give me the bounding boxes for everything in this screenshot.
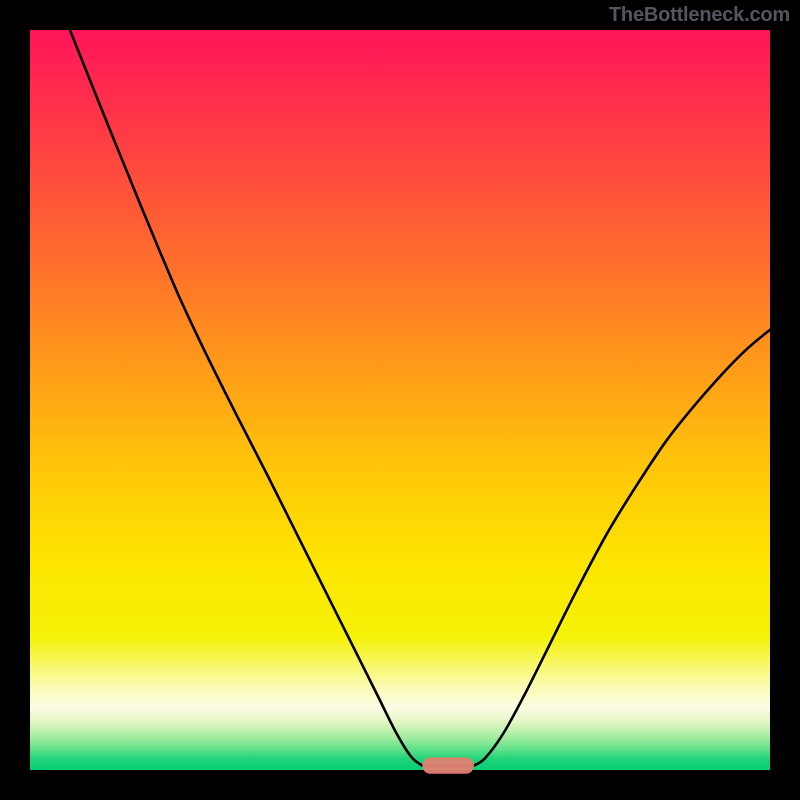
watermark-text: TheBottleneck.com — [609, 4, 790, 27]
bottleneck-curve-chart — [0, 0, 800, 800]
plot-background-gradient — [30, 30, 770, 770]
chart-container: TheBottleneck.com — [0, 0, 800, 800]
optimal-point-marker — [422, 757, 474, 773]
